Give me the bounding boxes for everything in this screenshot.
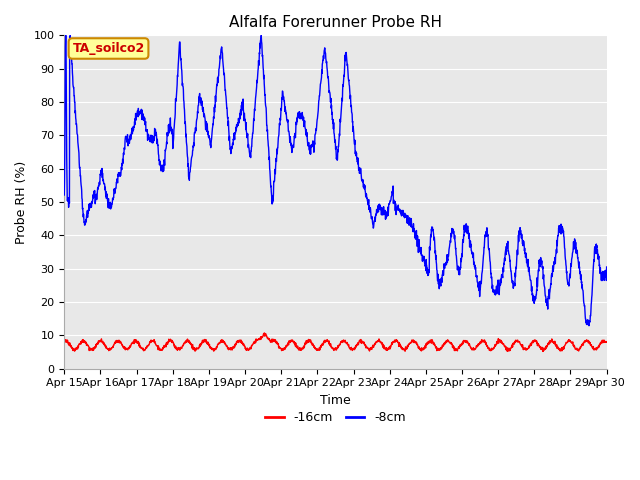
- Title: Alfalfa Forerunner Probe RH: Alfalfa Forerunner Probe RH: [229, 15, 442, 30]
- Y-axis label: Probe RH (%): Probe RH (%): [15, 160, 28, 243]
- X-axis label: Time: Time: [320, 394, 351, 407]
- Text: TA_soilco2: TA_soilco2: [72, 42, 145, 55]
- Legend: -16cm, -8cm: -16cm, -8cm: [260, 406, 411, 429]
